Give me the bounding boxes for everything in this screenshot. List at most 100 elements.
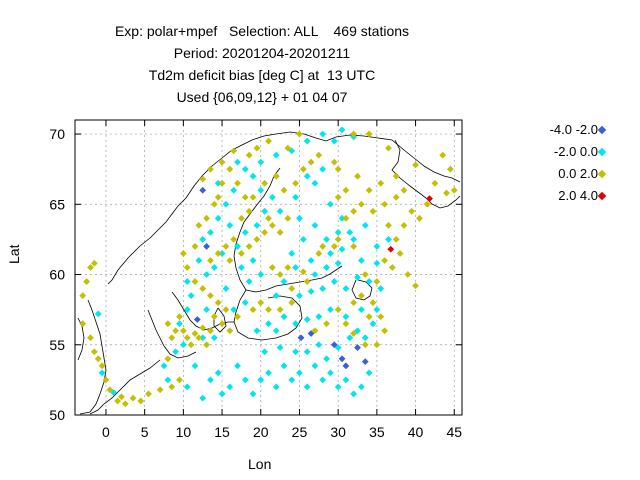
data-point-series-1: [335, 260, 342, 267]
data-point-series-1: [370, 320, 377, 327]
data-point-series-1: [358, 257, 365, 264]
data-point-series-1: [257, 187, 264, 194]
data-point-series-1: [238, 264, 245, 271]
data-point-series-1: [319, 166, 326, 173]
data-point-series-1: [192, 362, 199, 369]
data-point-series-2: [87, 334, 94, 341]
data-point-series-2: [277, 306, 284, 313]
data-point-series-1: [242, 166, 249, 173]
legend-label: -4.0 -2.0: [550, 120, 598, 140]
data-point-series-2: [370, 299, 377, 306]
data-point-series-1: [304, 173, 311, 180]
data-point-series-2: [304, 278, 311, 285]
data-point-series-1: [296, 292, 303, 299]
data-point-series-2: [199, 285, 206, 292]
data-point-series-1: [180, 341, 187, 348]
data-point-series-1: [199, 395, 206, 402]
data-point-series-1: [304, 348, 311, 355]
data-point-series-1: [385, 236, 392, 243]
data-point-series-1: [273, 384, 280, 391]
data-point-series-1: [339, 126, 346, 133]
data-point-series-2: [180, 327, 187, 334]
data-point-series-2: [331, 159, 338, 166]
data-point-series-2: [130, 395, 137, 402]
data-point-series-2: [381, 201, 388, 208]
data-point-series-1: [323, 236, 330, 243]
data-point-series-1: [343, 376, 350, 383]
data-point-series-2: [242, 194, 249, 201]
data-point-series-1: [242, 229, 249, 236]
data-point-series-1: [257, 271, 264, 278]
data-point-series-1: [188, 292, 195, 299]
data-point-series-2: [122, 400, 129, 407]
data-point-series-1: [323, 355, 330, 362]
legend-marker: [598, 126, 606, 134]
y-tick-label: 50: [49, 407, 65, 423]
data-point-series-0: [194, 316, 201, 323]
data-point-series-2: [366, 313, 373, 320]
data-point-series-1: [327, 306, 334, 313]
data-point-series-2: [273, 173, 280, 180]
data-point-series-2: [362, 271, 369, 278]
data-point-series-1: [362, 334, 369, 341]
legend-entry: 0.0 2.0: [490, 164, 620, 186]
data-point-series-2: [412, 282, 419, 289]
data-point-series-2: [176, 376, 183, 383]
data-point-series-1: [292, 264, 299, 271]
data-point-series-1: [176, 320, 183, 327]
y-tick-label: 60: [49, 267, 65, 283]
data-point-series-2: [192, 243, 199, 250]
data-point-series-2: [335, 166, 342, 173]
data-point-series-0: [298, 334, 305, 341]
data-point-series-2: [257, 299, 264, 306]
data-point-series-1: [288, 376, 295, 383]
legend-marker: [598, 170, 606, 178]
data-point-series-1: [304, 316, 311, 323]
data-point-series-2: [397, 250, 404, 257]
data-point-series-1: [350, 391, 357, 398]
data-point-series-1: [331, 278, 338, 285]
data-point-series-2: [168, 384, 175, 391]
data-point-series-2: [284, 215, 291, 222]
data-point-series-2: [164, 355, 171, 362]
legend-entry: -4.0 -2.0: [490, 120, 620, 142]
data-point-series-0: [343, 362, 350, 369]
data-point-series-2: [250, 306, 257, 313]
data-point-series-2: [223, 306, 230, 313]
data-point-series-1: [312, 362, 319, 369]
data-point-series-2: [277, 271, 284, 278]
data-point-series-2: [281, 187, 288, 194]
data-point-series-2: [447, 166, 454, 173]
data-point-series-1: [327, 250, 334, 257]
data-point-series-2: [79, 320, 86, 327]
data-point-series-2: [350, 243, 357, 250]
data-point-series-1: [362, 222, 369, 229]
data-point-series-1: [265, 320, 272, 327]
data-point-series-2: [370, 208, 377, 215]
data-markers: [79, 126, 457, 407]
legend-entry: -2.0 0.0: [490, 142, 620, 164]
data-point-series-2: [199, 176, 206, 183]
data-point-series-1: [250, 391, 257, 398]
data-point-series-1: [358, 384, 365, 391]
x-tick-label: 5: [141, 424, 149, 440]
data-point-series-1: [234, 159, 241, 166]
data-point-series-1: [215, 369, 222, 376]
data-point-series-1: [261, 208, 268, 215]
data-point-series-2: [451, 187, 458, 194]
data-point-series-2: [439, 152, 446, 159]
data-point-series-1: [308, 257, 315, 264]
data-point-series-1: [281, 313, 288, 320]
data-point-series-2: [331, 243, 338, 250]
legend-label: 0.0 2.0: [558, 164, 598, 184]
data-point-series-2: [265, 138, 272, 145]
data-point-series-1: [377, 285, 384, 292]
data-point-series-2: [296, 131, 303, 138]
data-point-series-2: [215, 299, 222, 306]
data-point-series-2: [385, 222, 392, 229]
data-point-series-1: [253, 222, 260, 229]
data-point-series-2: [350, 299, 357, 306]
data-point-series-1: [373, 243, 380, 250]
data-point-series-2: [188, 341, 195, 348]
data-point-series-2: [253, 145, 260, 152]
